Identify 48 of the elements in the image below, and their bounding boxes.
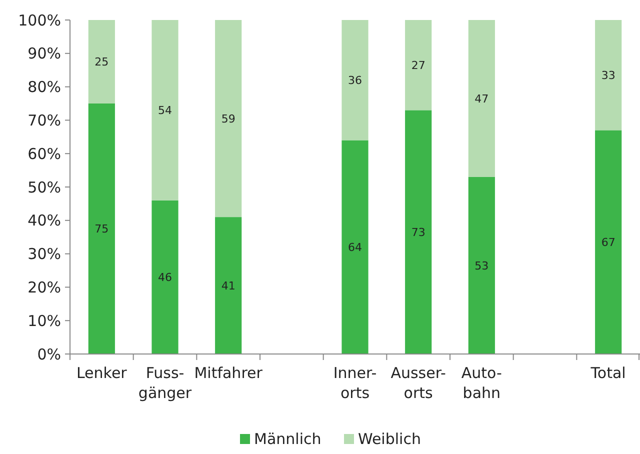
data-label: 25 xyxy=(94,56,109,69)
bar xyxy=(468,20,495,177)
data-label: 41 xyxy=(221,279,236,292)
bar xyxy=(152,200,178,354)
x-tick-label: Auto- bahn xyxy=(461,364,502,402)
y-tick-label: 40% xyxy=(28,212,61,230)
data-label: 73 xyxy=(411,226,426,239)
data-label: 64 xyxy=(348,240,362,254)
data-label: 67 xyxy=(601,236,616,249)
y-tick-label: 60% xyxy=(28,144,61,163)
legend-label: Männlich xyxy=(254,430,322,448)
y-tick-label: 80% xyxy=(28,78,61,96)
data-label: 59 xyxy=(221,112,236,126)
y-tick-label: 100% xyxy=(18,11,61,30)
bar xyxy=(405,20,432,110)
x-tick-label: Mitfahrer xyxy=(194,364,264,382)
x-tick-label: Total xyxy=(590,364,626,382)
bar xyxy=(215,217,242,354)
data-label: 36 xyxy=(348,74,362,87)
data-label: 53 xyxy=(474,259,489,272)
y-tick-label: 0% xyxy=(37,345,61,364)
bar xyxy=(405,110,432,354)
data-label: 47 xyxy=(474,92,489,106)
bar xyxy=(342,20,368,140)
y-tick-label: 70% xyxy=(28,111,61,130)
y-tick-label: 30% xyxy=(28,245,61,264)
x-tick-label: Lenker xyxy=(76,364,128,382)
data-label: 54 xyxy=(158,104,172,118)
bar xyxy=(595,20,622,130)
data-label: 33 xyxy=(601,68,616,82)
x-tick-label: Inner- orts xyxy=(333,364,377,402)
data-label: 75 xyxy=(94,222,109,236)
bar xyxy=(88,104,115,354)
bar xyxy=(468,176,495,354)
bar xyxy=(88,20,115,104)
y-tick-label: 50% xyxy=(28,178,61,196)
bar xyxy=(215,20,242,218)
bar xyxy=(595,130,622,354)
y-tick-label: 20% xyxy=(28,278,61,296)
data-label: 27 xyxy=(411,58,426,72)
bar xyxy=(152,20,178,200)
x-tick-label: Ausser- orts xyxy=(390,364,446,402)
data-label: 46 xyxy=(158,271,172,284)
x-tick-label: Fuss- gänger xyxy=(138,364,192,402)
y-tick-label: 10% xyxy=(28,312,61,330)
bar xyxy=(342,140,368,354)
y-tick-label: 90% xyxy=(28,44,61,63)
legend-label: Weiblich xyxy=(358,430,421,448)
